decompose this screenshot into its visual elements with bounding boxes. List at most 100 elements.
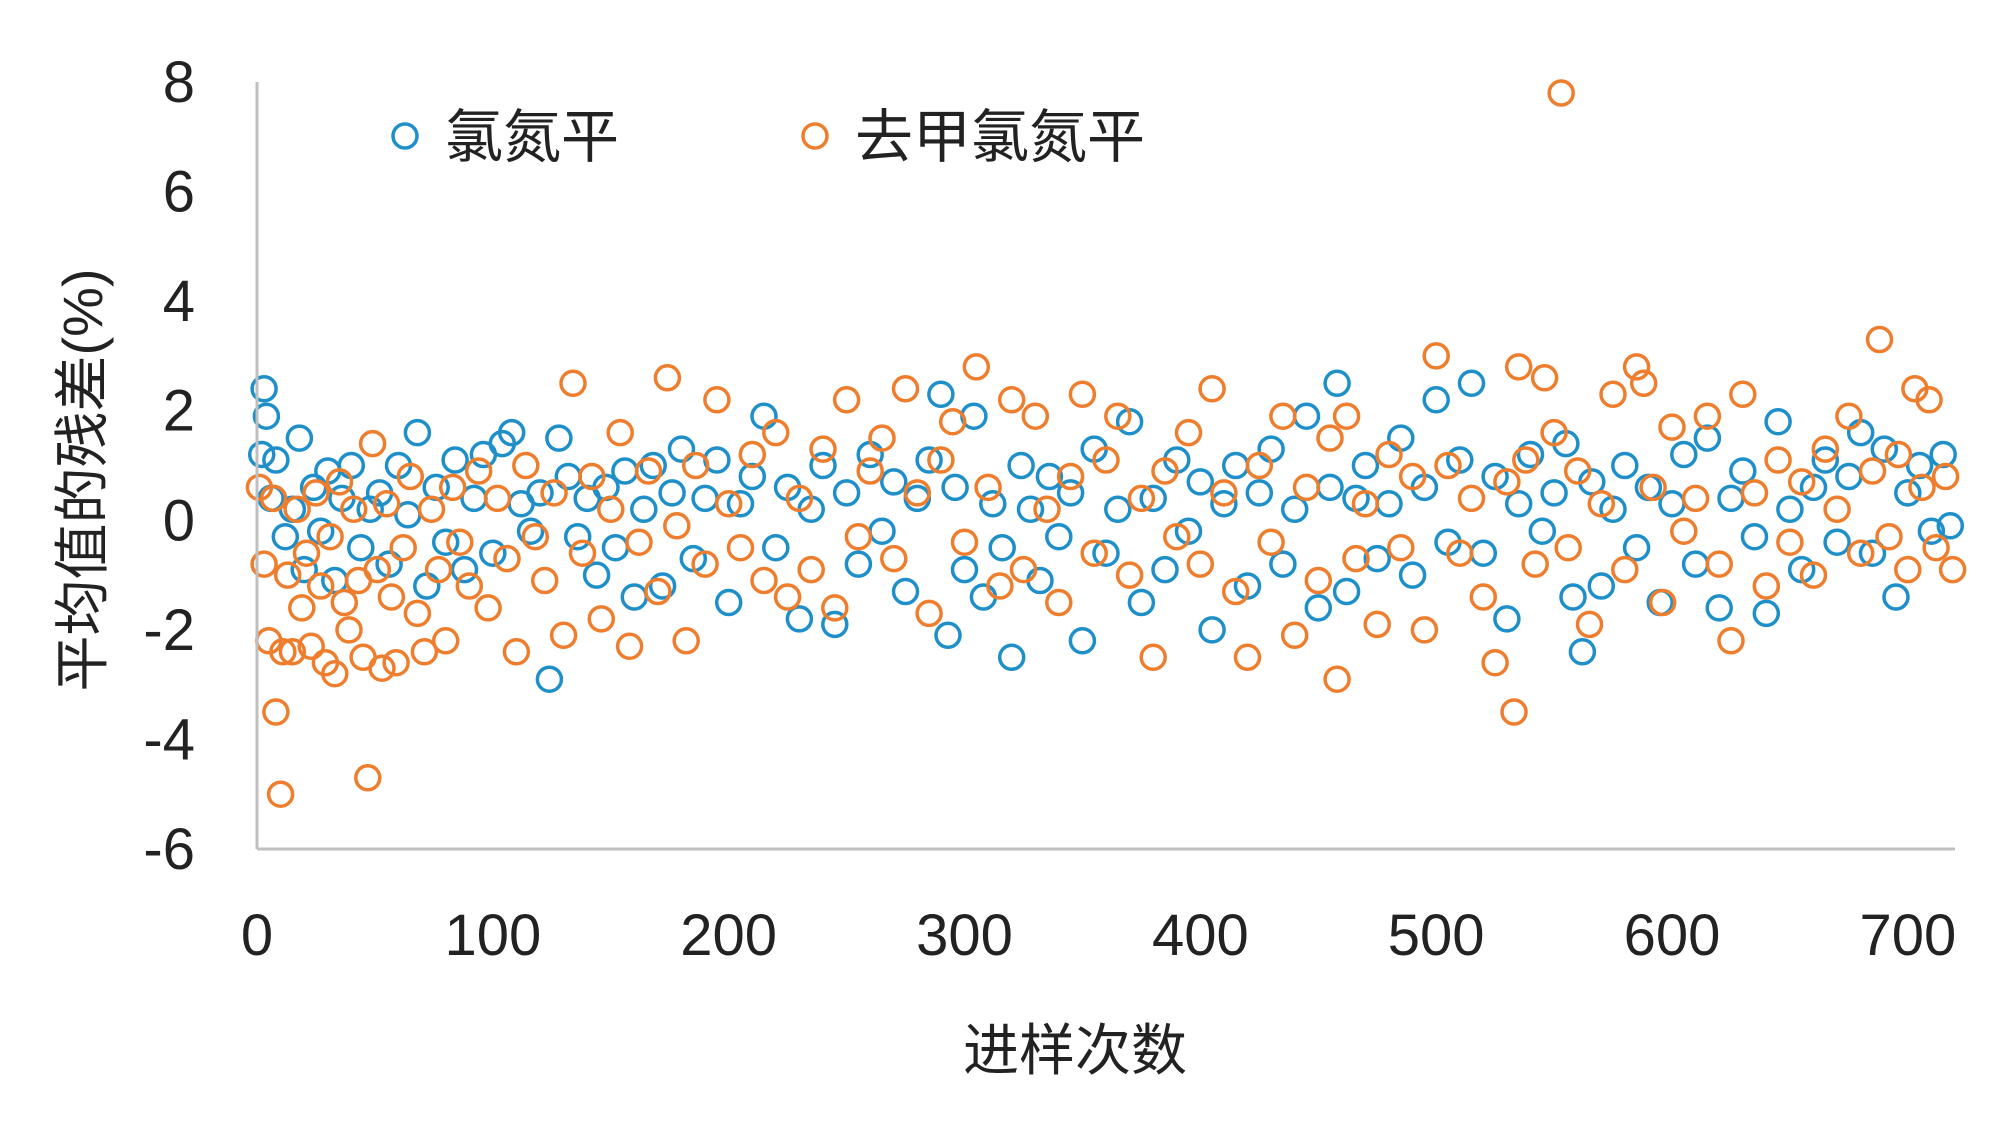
data-point [554,462,583,491]
data-point [288,594,316,622]
data-point [1151,457,1179,485]
data-point [663,512,691,540]
data-point [644,577,672,606]
data-point [549,621,578,650]
y-tick-label: 8 [163,50,195,115]
y-tick-labels: 8 6 4 2 0 -2 -4 -6 [143,50,195,882]
data-point [1163,522,1191,551]
y-tick-label: 4 [163,269,195,334]
x-tick-label: 300 [916,903,1013,968]
data-point [450,555,479,584]
data-point [1104,495,1132,524]
data-point [417,495,446,524]
data-point [611,457,639,485]
data-point [1938,555,1967,584]
data-point [292,539,321,567]
data-point [1540,418,1568,447]
data-point [1233,643,1262,672]
data-point [703,386,731,414]
data-point [563,522,592,551]
data-point [403,418,432,447]
data-point [354,764,382,792]
data-point [474,594,502,622]
data-point [1457,369,1486,398]
data-point [1648,588,1677,617]
data-point [1504,490,1533,518]
data-point [382,648,410,677]
data-point [325,468,354,496]
data-point [1611,555,1639,584]
data-point [1681,484,1710,513]
data-point [1717,484,1745,513]
data-point [962,353,991,381]
data-point [545,424,573,452]
data-point [1245,479,1274,507]
data-point [1257,528,1285,556]
data-point [714,588,743,617]
data-point [1481,648,1509,677]
data-point [1729,457,1757,485]
data-point [1186,468,1215,496]
data-point [1398,462,1427,491]
data-point [667,435,696,463]
data-point [809,435,837,463]
data-point [271,522,300,551]
data-point [1493,468,1521,496]
data-point [1575,610,1604,639]
data-point [1740,479,1769,507]
y-tick-label: -6 [143,817,195,882]
data-point [1540,479,1568,507]
data-point [1210,490,1238,518]
data-point [526,479,554,507]
data-point [389,533,417,562]
data-point [1351,451,1380,480]
data-point [903,484,932,513]
data-point [1221,577,1250,606]
data-point [1931,462,1960,491]
data-point [986,572,1014,600]
data-point [273,561,302,589]
data-point [880,468,908,496]
data-point [403,599,432,628]
data-point [530,566,559,595]
data-point [1894,555,1922,584]
data-point [1398,561,1427,589]
data-point [639,451,667,480]
data-point [512,451,540,480]
data-point [1894,479,1922,507]
data-point [278,638,307,666]
data-point [1764,446,1792,474]
data-point [1547,79,1575,107]
data-point [1752,599,1781,628]
legend-label-series1: 氯氮平 [445,105,619,170]
data-point [1186,550,1215,578]
data-point [502,638,531,666]
data-point [259,484,288,513]
data-point [1493,605,1521,633]
data-point [1568,638,1597,666]
data-point [601,533,630,562]
data-point [1092,446,1120,474]
data-point [559,369,587,398]
x-tick-label: 200 [680,903,777,968]
data-point [915,599,943,628]
data-point [832,386,861,414]
data-point [950,555,979,584]
data-point [856,457,884,485]
data-point [726,533,755,562]
data-point [1045,522,1073,551]
plot-area [245,79,1967,808]
series-2 [245,79,1967,808]
data-point [934,621,962,650]
data-point [1554,533,1582,562]
data-point [1846,539,1875,567]
data-point [455,572,484,600]
data-point [1776,528,1804,556]
data-point [1629,369,1658,398]
data-point [1363,610,1391,639]
data-point [1304,566,1333,595]
legend-marker-series1 [391,122,419,150]
data-point [368,654,396,682]
data-point [1316,424,1344,452]
legend: 氯氮平 去甲氯氮平 [391,105,1145,170]
